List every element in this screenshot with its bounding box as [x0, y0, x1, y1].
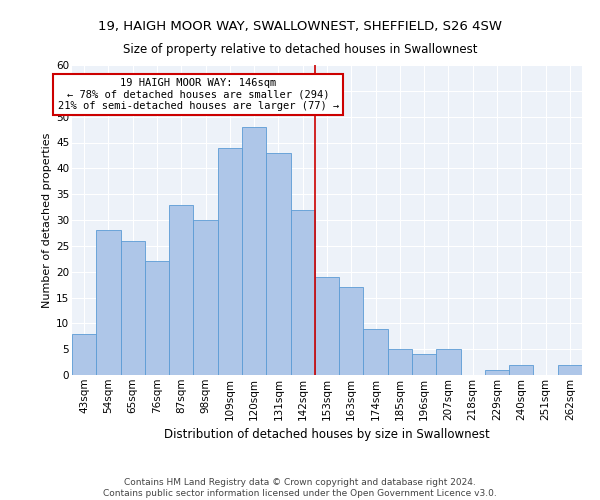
Y-axis label: Number of detached properties: Number of detached properties	[42, 132, 52, 308]
Bar	[485, 370, 509, 375]
Bar	[169, 204, 193, 375]
X-axis label: Distribution of detached houses by size in Swallownest: Distribution of detached houses by size …	[164, 428, 490, 441]
Text: Contains HM Land Registry data © Crown copyright and database right 2024.
Contai: Contains HM Land Registry data © Crown c…	[103, 478, 497, 498]
Bar	[145, 262, 169, 375]
Bar	[242, 127, 266, 375]
Bar	[509, 364, 533, 375]
Bar	[290, 210, 315, 375]
Bar	[364, 328, 388, 375]
Bar	[558, 364, 582, 375]
Bar	[388, 349, 412, 375]
Bar	[72, 334, 96, 375]
Text: 19 HAIGH MOOR WAY: 146sqm
← 78% of detached houses are smaller (294)
21% of semi: 19 HAIGH MOOR WAY: 146sqm ← 78% of detac…	[58, 78, 339, 111]
Bar	[193, 220, 218, 375]
Bar	[315, 277, 339, 375]
Bar	[96, 230, 121, 375]
Bar	[266, 153, 290, 375]
Bar	[218, 148, 242, 375]
Bar	[412, 354, 436, 375]
Bar	[436, 349, 461, 375]
Bar	[339, 287, 364, 375]
Text: 19, HAIGH MOOR WAY, SWALLOWNEST, SHEFFIELD, S26 4SW: 19, HAIGH MOOR WAY, SWALLOWNEST, SHEFFIE…	[98, 20, 502, 33]
Bar	[121, 240, 145, 375]
Text: Size of property relative to detached houses in Swallownest: Size of property relative to detached ho…	[123, 42, 477, 56]
